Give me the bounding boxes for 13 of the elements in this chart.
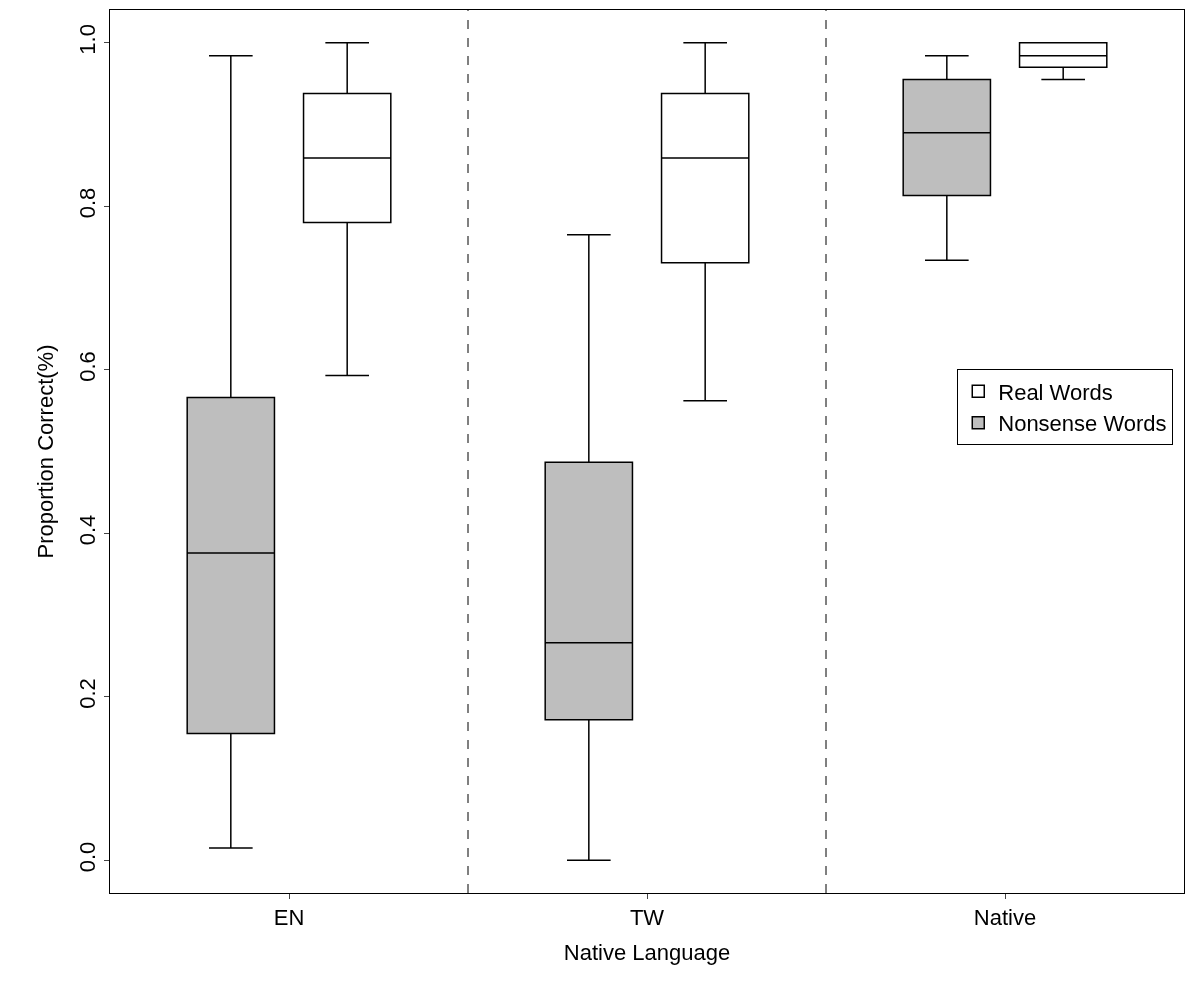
y-tick-label: 0.6 <box>75 351 101 382</box>
y-tick-label: 0.2 <box>75 678 101 709</box>
y-tick-label: 0.4 <box>75 514 101 546</box>
legend-label: Nonsense Words <box>998 411 1167 437</box>
x-tick-label: EN <box>273 905 305 931</box>
y-tick-label: 1.0 <box>75 24 101 55</box>
y-axis-title: Proportion Correct(%) <box>33 344 58 559</box>
legend-label: Real Words <box>998 379 1113 405</box>
x-tick-label: Native <box>973 905 1037 931</box>
x-axis-title: Native Language <box>563 940 731 966</box>
y-tick-label: 0.8 <box>75 187 101 219</box>
x-tick-label: TW <box>629 905 665 931</box>
y-tick-label: 0.0 <box>75 841 101 873</box>
